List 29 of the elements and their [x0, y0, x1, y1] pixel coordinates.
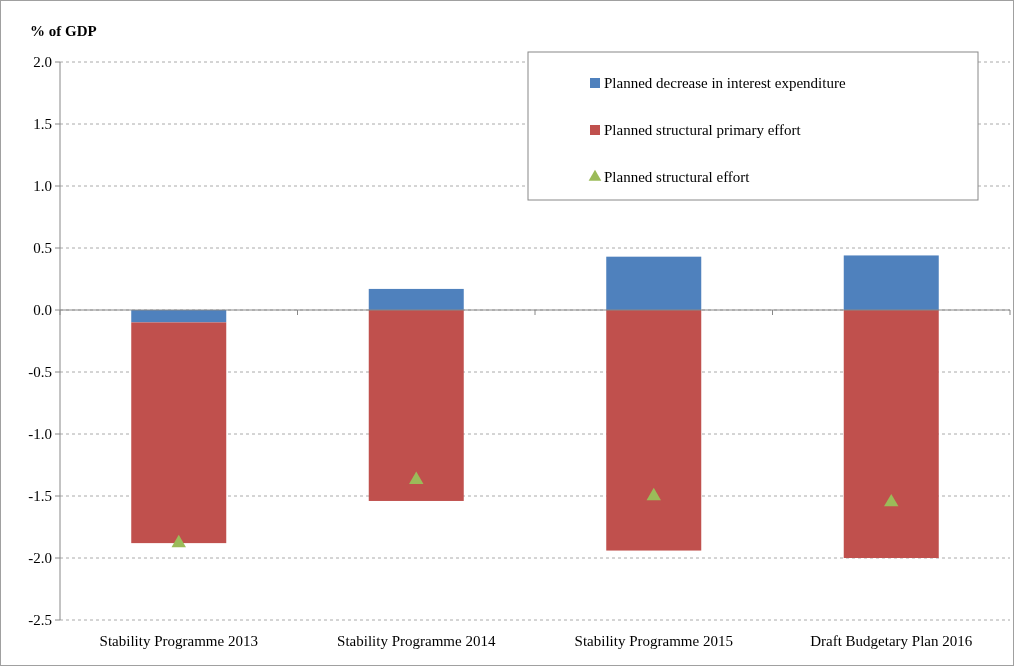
point: [409, 471, 424, 485]
y-tick-label: 0.5: [33, 240, 52, 257]
bar: [843, 310, 939, 558]
y-tick-label: -2.0: [28, 550, 52, 567]
y-tick-label: -2.5: [28, 612, 52, 629]
x-tick-label: Stability Programme 2014: [337, 633, 496, 649]
x-tick-label: Draft Budgetary Plan 2016: [810, 633, 973, 649]
x-tick-label: Stability Programme 2015: [574, 633, 733, 649]
point: [171, 534, 186, 548]
y-tick-label: 1.5: [33, 116, 52, 133]
x-tick-label: Stability Programme 2013: [99, 633, 258, 649]
bar: [368, 288, 464, 310]
bar: [131, 322, 227, 544]
bar: [843, 255, 939, 310]
y-tick-label: 1.0: [33, 178, 52, 195]
bar: [606, 256, 702, 310]
legend-label: Planned structural effort: [604, 169, 751, 186]
y-tick-label: 2.0: [33, 54, 52, 71]
legend-label: Planned structural primary effort: [604, 122, 802, 139]
y-tick-label: 0.0: [33, 302, 52, 319]
point: [646, 487, 661, 501]
y-tick-label: -1.5: [28, 488, 52, 505]
point: [884, 493, 899, 507]
bar: [368, 310, 464, 501]
legend-label: Planned decrease in interest expenditure: [604, 75, 846, 92]
y-tick-label: -1.0: [28, 426, 52, 443]
y-tick-label: -0.5: [28, 364, 52, 381]
y-axis-title: % of GDP: [30, 23, 97, 39]
bar: [606, 310, 702, 551]
